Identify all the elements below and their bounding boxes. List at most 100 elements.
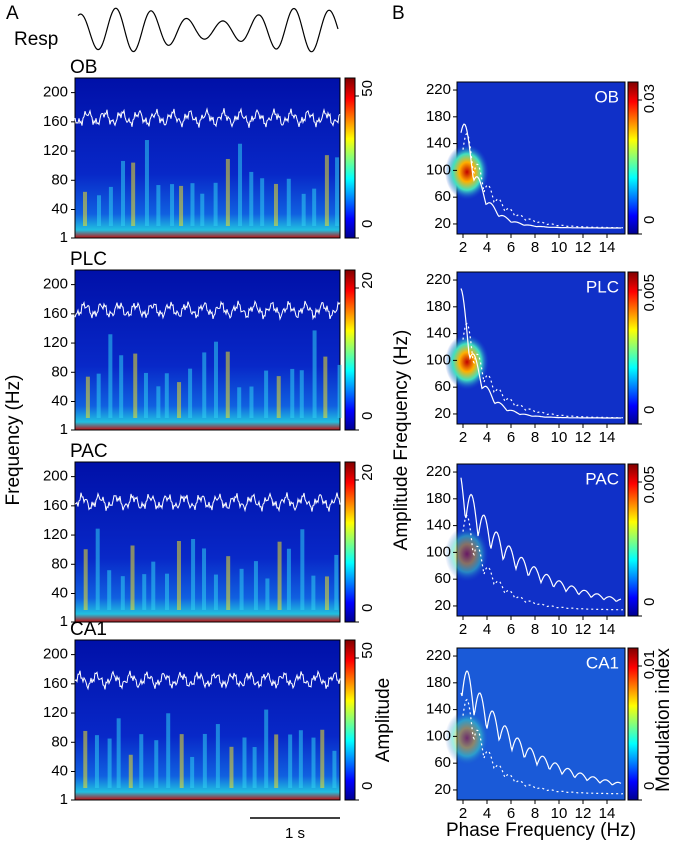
y-tick-label: 100 — [426, 727, 451, 744]
colorbar-tick-label: 0 — [641, 598, 658, 606]
y-tick-label: 20 — [434, 405, 451, 422]
spectro-burst — [179, 734, 184, 788]
plot-label: CA1 — [70, 619, 107, 640]
y-tick-label: 100 — [426, 161, 451, 178]
y-tick-label: 220 — [426, 647, 451, 664]
colorbar-tick-label: 0 — [359, 604, 376, 612]
spectro-burst — [144, 140, 149, 226]
y-tick-label: 140 — [426, 517, 451, 534]
spectro-burst — [323, 356, 328, 418]
spectro-burst — [337, 364, 342, 418]
spectro-burst — [265, 578, 270, 610]
spectro-burst — [249, 386, 254, 418]
spectro-burst — [143, 372, 148, 418]
spectro-burst — [286, 178, 291, 226]
y-tick-label: 180 — [426, 108, 451, 125]
y-tick-label: 80 — [51, 733, 68, 750]
spectro-burst — [260, 178, 265, 226]
scale-bar-label: 1 s — [285, 825, 305, 842]
y-tick-label: 80 — [51, 555, 68, 572]
y-tick-label: 1 — [60, 613, 68, 630]
spectro-burst — [190, 756, 195, 788]
y-tick-label: 20 — [434, 215, 451, 232]
y-tick-label: 160 — [43, 497, 68, 514]
x-tick-label: 6 — [507, 621, 515, 638]
x-tick-label: 12 — [575, 429, 592, 446]
spectro-burst — [83, 730, 88, 788]
envelope-trace — [75, 491, 341, 513]
x-tick-label: 2 — [459, 805, 467, 822]
spectro-burst — [130, 545, 135, 610]
spectro-burst — [249, 171, 254, 226]
spectrogram — [74, 77, 341, 239]
spectro-burst — [200, 193, 205, 226]
x-tick-label: 4 — [483, 429, 491, 446]
colorbar — [627, 81, 639, 235]
y-tick-label: 40 — [51, 584, 68, 601]
spectro-burst — [116, 718, 121, 788]
spectro-burst — [225, 351, 230, 418]
x-tick-label: 6 — [507, 239, 515, 256]
y-tick-label: 40 — [51, 392, 68, 409]
y-tick-label: 200 — [43, 468, 68, 485]
y-tick-label: 140 — [426, 701, 451, 718]
x-tick-label: 6 — [507, 805, 515, 822]
x-tick-label: 4 — [483, 621, 491, 638]
y-tick-label: 80 — [51, 171, 68, 188]
spectro-burst — [202, 733, 207, 788]
y-tick-label: 120 — [43, 334, 68, 351]
colorbar-tick-label: 0 — [641, 216, 658, 224]
spectro-burst — [252, 747, 257, 788]
spectro-burst — [298, 730, 303, 788]
y-tick-label: 180 — [426, 298, 451, 315]
spectro-burst — [107, 738, 112, 788]
spectro-burst — [96, 373, 101, 418]
spectro-burst — [164, 373, 169, 418]
x-tick-label: 14 — [599, 429, 616, 446]
y-tick-label: 200 — [43, 276, 68, 293]
y-axis-label: Amplitude Frequency (Hz) — [391, 330, 412, 551]
spectro-burst — [253, 561, 258, 610]
envelope-trace — [74, 107, 341, 128]
colorbar-tick-label: 0 — [641, 406, 658, 414]
colorbar-tick-label: 0.005 — [641, 466, 658, 504]
spectro-burst — [188, 368, 193, 418]
x-tick-label: 10 — [551, 239, 568, 256]
spectro-burst — [299, 370, 304, 418]
y-tick-label: 220 — [426, 81, 451, 98]
spectro-burst — [156, 386, 161, 418]
spectro-burst — [324, 155, 329, 226]
plot-label: CA1 — [586, 653, 619, 672]
y-tick-label: 80 — [51, 363, 68, 380]
y-tick-label: 120 — [43, 704, 68, 721]
x-tick-label: 8 — [531, 621, 539, 638]
spectro-burst — [332, 750, 337, 788]
colorbar — [344, 77, 356, 239]
x-tick-label: 2 — [459, 239, 467, 256]
y-tick-label: 120 — [43, 526, 68, 543]
y-tick-label: 220 — [426, 463, 451, 480]
plot-label: PAC — [70, 441, 108, 462]
colorbar — [344, 639, 356, 801]
spectro-burst — [156, 185, 161, 226]
y-tick-label: 60 — [434, 378, 451, 395]
plot-label: OB — [594, 87, 619, 106]
resp-label: Resp — [14, 29, 58, 50]
x-tick-label: 12 — [575, 621, 592, 638]
y-tick-label: 180 — [426, 490, 451, 507]
y-tick-label: 120 — [43, 142, 68, 159]
hotspot — [445, 144, 489, 200]
envelope-trace — [74, 299, 341, 321]
colorbar-tick-label: 0 — [359, 412, 376, 420]
resp-trace — [77, 7, 339, 53]
spectro-burst — [108, 186, 113, 226]
plot-label: PLC — [586, 277, 619, 296]
spectro-burst — [139, 734, 144, 788]
colorbar — [627, 463, 639, 617]
spectro-burst — [238, 143, 243, 226]
colorbar — [627, 647, 639, 801]
y-tick-label: 140 — [426, 325, 451, 342]
y-tick-label: 200 — [43, 646, 68, 663]
spectro-burst — [83, 549, 88, 610]
